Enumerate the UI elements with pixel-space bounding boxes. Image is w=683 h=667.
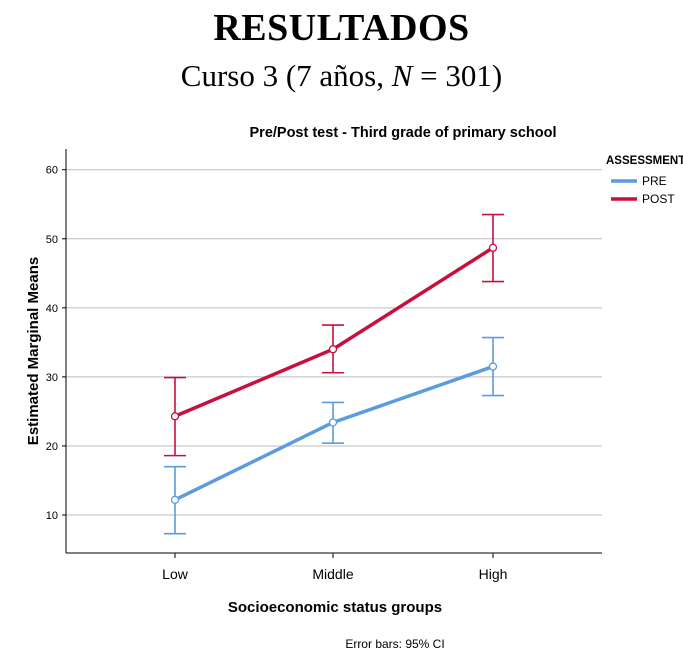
subtitle-suffix: = 301) [412, 58, 503, 93]
y-tick-label-50: 50 [46, 234, 58, 246]
data-point-post-0 [170, 412, 180, 421]
x-axis-label: Socioeconomic status groups [228, 599, 442, 616]
y-tick-label-60: 60 [46, 165, 58, 177]
data-point-post-1 [328, 345, 338, 354]
y-tick-label-40: 40 [46, 303, 58, 315]
slide-subtitle: Curso 3 (7 años, N = 301) [0, 58, 683, 94]
series-post [164, 213, 504, 457]
series-line-post [173, 246, 495, 419]
legend: ASSESSMENT PRE POST [606, 155, 683, 206]
axes [65, 149, 602, 554]
x-tick-label-low: Low [162, 566, 189, 582]
gridlines [66, 169, 602, 516]
y-tick-label-20: 20 [46, 441, 58, 453]
y-tick-label-10: 10 [46, 510, 58, 522]
slide-title: RESULTADOS [213, 7, 470, 49]
x-ticks: Low Middle High [162, 553, 507, 582]
series [164, 213, 504, 535]
subtitle-n-symbol: N [391, 58, 413, 93]
y-axis-label: Estimated Marginal Means [25, 257, 42, 445]
y-ticks: 10 20 30 40 50 60 [46, 165, 66, 522]
series-pre [164, 336, 504, 535]
legend-title: ASSESSMENT [606, 155, 683, 167]
data-point-pre-1 [328, 418, 338, 427]
data-point-pre-2 [488, 362, 498, 371]
chart-title: Pre/Post test - Third grade of primary s… [250, 125, 557, 141]
x-tick-label-middle: Middle [312, 566, 353, 582]
x-tick-label-high: High [479, 566, 508, 582]
legend-items: PRE POST [611, 174, 675, 206]
y-tick-label-30: 30 [46, 372, 58, 384]
legend-label-pre: PRE [642, 174, 667, 188]
subtitle-prefix: Curso 3 (7 años, [180, 58, 392, 93]
data-point-pre-0 [170, 495, 180, 504]
data-point-post-2 [488, 243, 498, 252]
footnote: Error bars: 95% CI [345, 637, 444, 651]
series-line-pre [173, 364, 495, 502]
legend-label-post: POST [642, 192, 675, 206]
